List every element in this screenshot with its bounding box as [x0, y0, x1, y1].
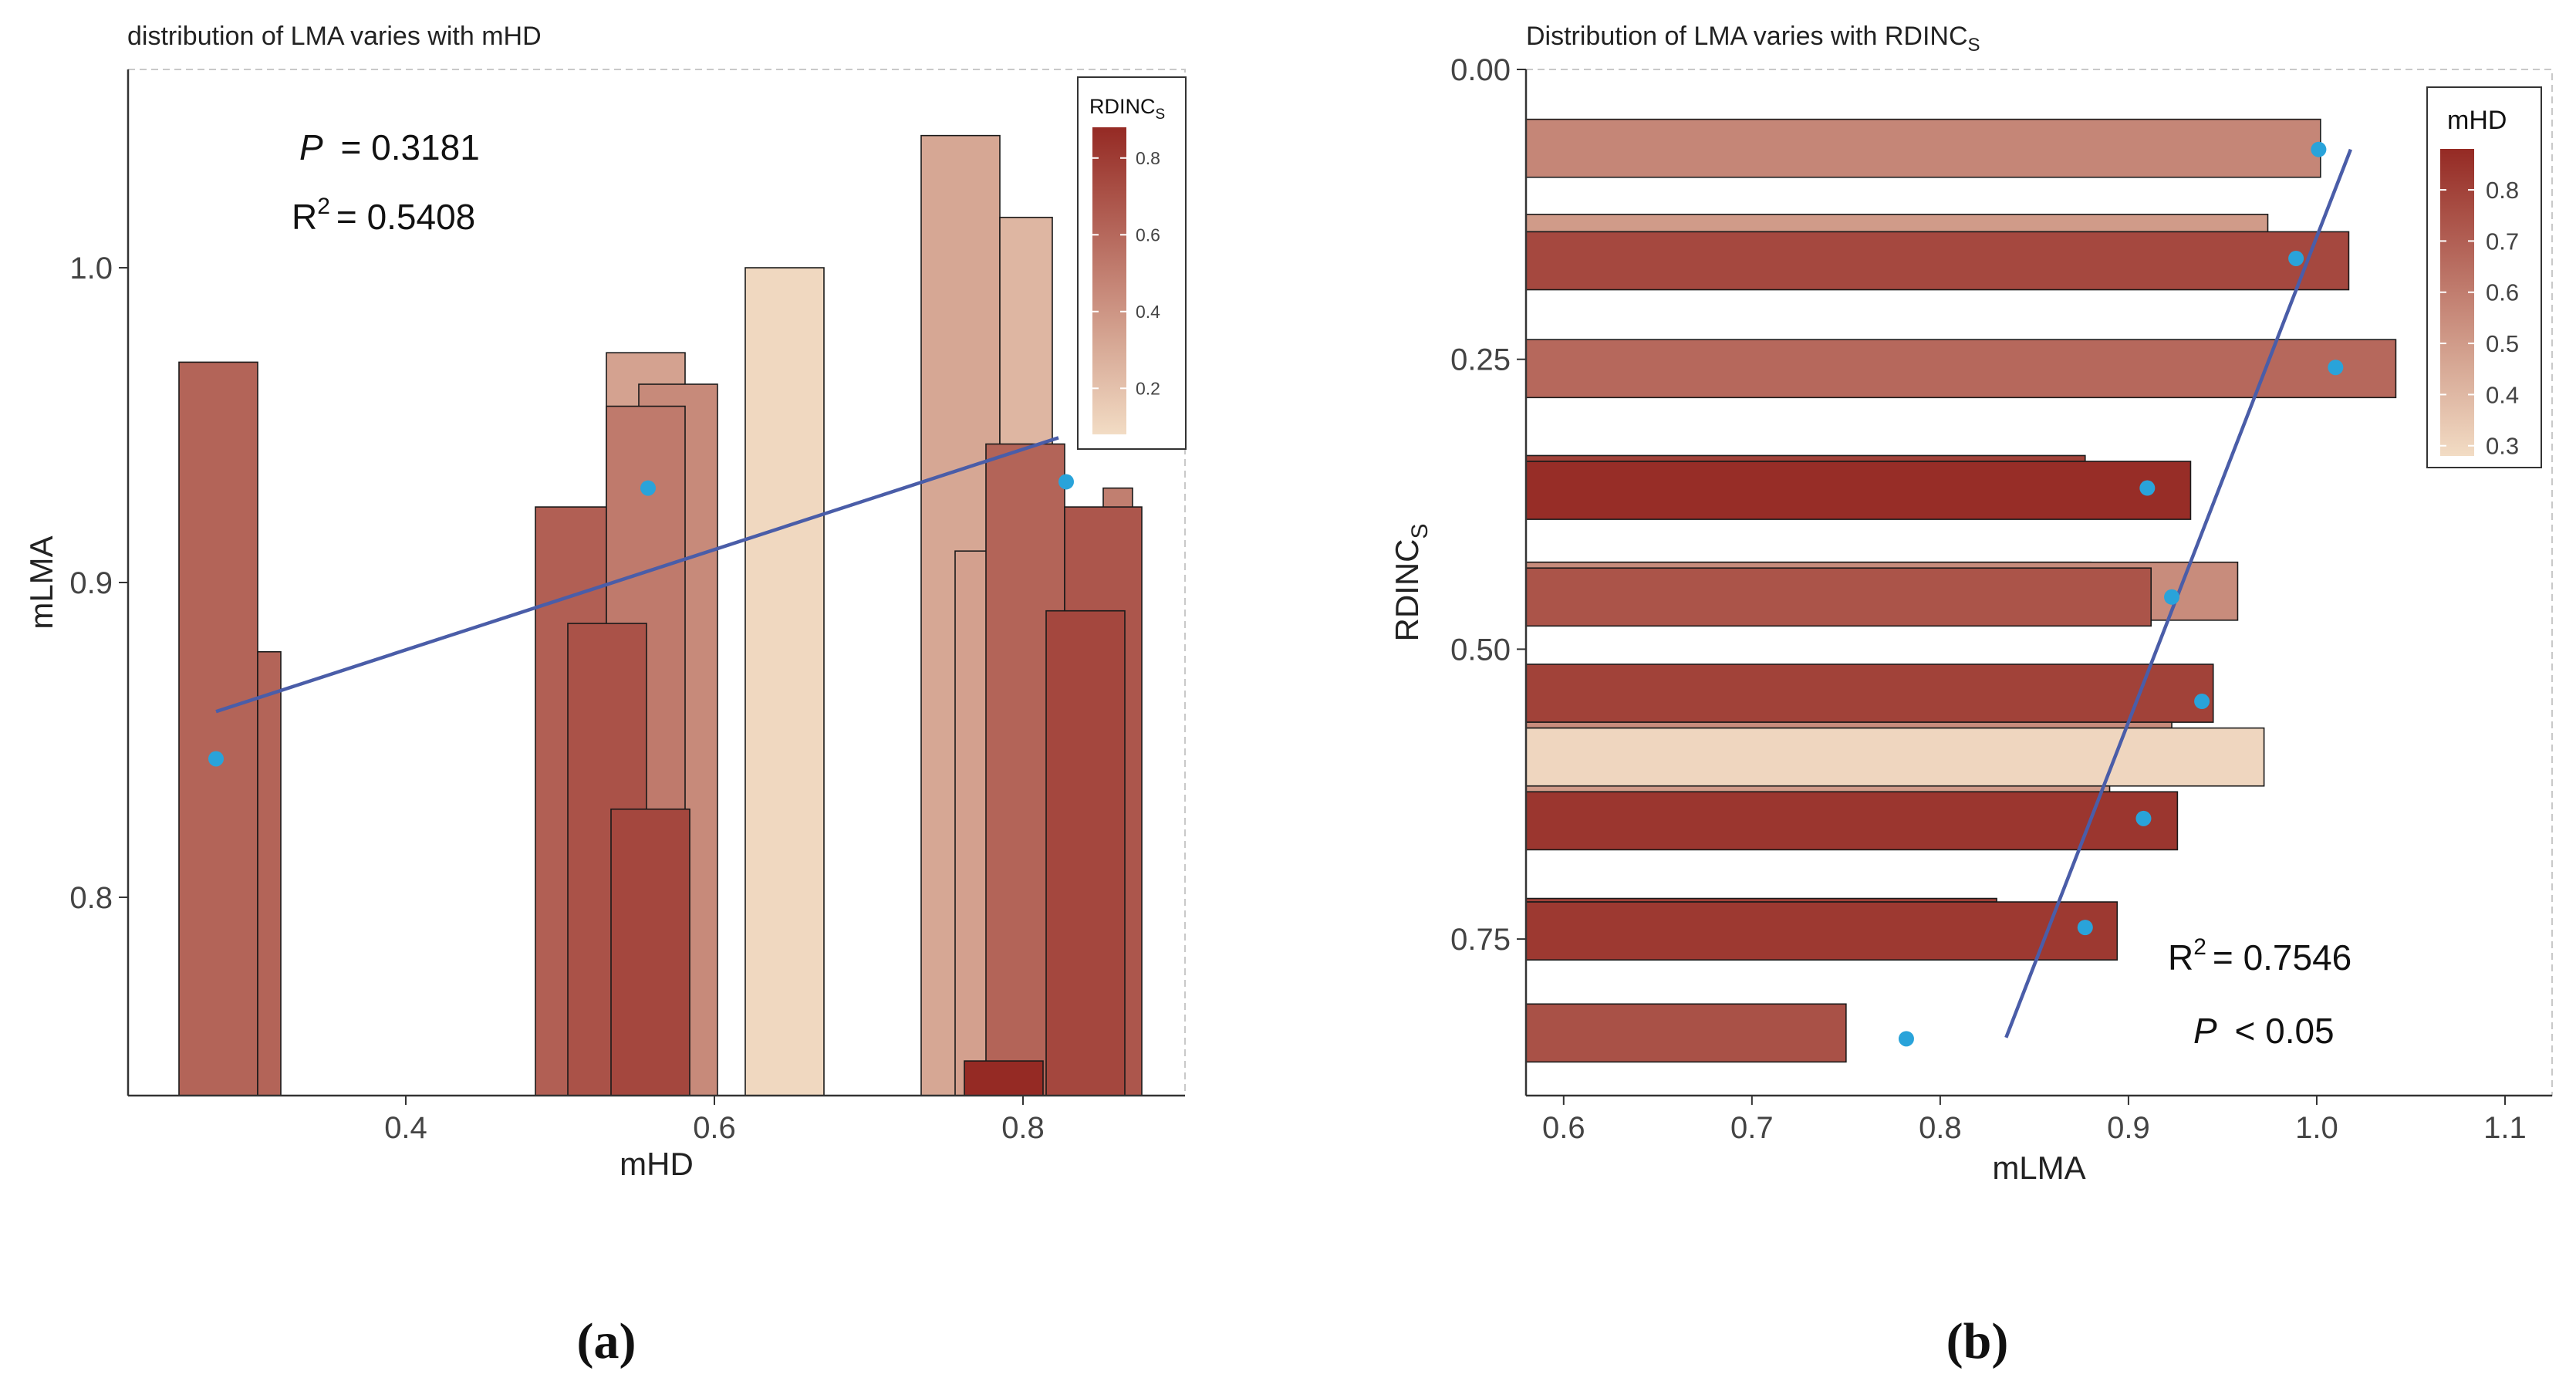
- panel-a-p-value: P = 0.3181: [299, 127, 480, 167]
- panel-b-legend-title: mHD: [2447, 106, 2507, 135]
- panel-a-y-axis-label: mLMA: [23, 535, 59, 629]
- panel-b-point-2: [2328, 360, 2344, 376]
- panel-a-y-tick-label-0: 0.8: [69, 881, 113, 915]
- panel-b-legend-tick-label-3: 0.5: [2486, 330, 2519, 357]
- panel-b-p-text: < 0.05: [2234, 1011, 2334, 1051]
- panel-b-x-tick-label-2: 0.8: [1919, 1111, 1962, 1145]
- panel-b-bar-5: [1525, 461, 2192, 520]
- panel-a-x-tick-label-1: 0.6: [693, 1111, 736, 1145]
- panel-b-x-tick-label-4: 1.0: [2295, 1111, 2338, 1145]
- panel-b-point-3: [2139, 480, 2156, 496]
- panel-a-legend-tick-label-2: 0.4: [1136, 302, 1160, 322]
- panel-a-fit: [215, 436, 1059, 714]
- panel-a: distribution of LMA varies with mHD 0.4 0…: [23, 22, 1187, 1369]
- panel-a-r2-text: = 0.5408: [336, 197, 475, 237]
- panel-b-bar-0: [1525, 118, 2321, 178]
- panel-a-p-symbol: P: [299, 127, 323, 167]
- panel-b-point-4: [2164, 589, 2180, 605]
- panel-b-legend-tick-label-4: 0.4: [2486, 381, 2519, 408]
- panel-b-point-5: [2194, 694, 2210, 710]
- panel-b-p-value: P < 0.05: [2193, 1011, 2335, 1051]
- panel-b-point-7: [2077, 920, 2093, 936]
- panel-b-bar-11: [1525, 727, 2265, 787]
- panel-a-bar-16: [964, 1060, 1044, 1096]
- panel-b-legend-tick-label-0: 0.8: [2486, 177, 2519, 204]
- panel-a-legend-colorbar: [1092, 127, 1126, 434]
- panel-b-r2-value: R2 = 0.7546: [2168, 934, 2351, 978]
- panel-b-x-axis-label: mLMA: [1992, 1150, 2085, 1186]
- panel-a-x-tick-label-2: 0.8: [1001, 1111, 1045, 1145]
- panel-a-label: (a): [577, 1313, 636, 1369]
- panel-a-legend-tick-label-3: 0.2: [1136, 378, 1160, 398]
- panel-a-title: distribution of LMA varies with mHD: [127, 22, 542, 51]
- panel-b: Distribution of LMA varies with RDINCS 0…: [1389, 22, 2553, 1369]
- panel-a-point-2: [1058, 474, 1074, 490]
- panel-b-x-tick-label-1: 0.7: [1730, 1111, 1774, 1145]
- panel-b-y-tick-label-2: 0.50: [1450, 633, 1511, 667]
- panel-a-bar-0: [178, 361, 258, 1096]
- panel-a-point-1: [640, 480, 656, 496]
- panel-b-y-tick-label-0: 0.00: [1450, 53, 1511, 87]
- panel-b-bar-15: [1525, 901, 2119, 961]
- panel-b-legend-tick-label-2: 0.6: [2486, 279, 2519, 306]
- panel-b-legend-tick-label-1: 0.7: [2486, 228, 2519, 255]
- panel-a-legend: RDINCS 0.8 0.6 0.4 0.2: [1077, 76, 1187, 450]
- panel-b-point-0: [2311, 141, 2327, 157]
- panel-a-bar-7: [610, 808, 690, 1096]
- panel-b-legend-tick-label-5: 0.3: [2486, 433, 2519, 460]
- panel-b-r2-text: = 0.7546: [2213, 937, 2351, 978]
- panel-b-x-tick-label-3: 0.9: [2107, 1111, 2150, 1145]
- panel-b-point-6: [2135, 810, 2152, 826]
- panel-a-x-ticks: 0.4 0.6 0.8: [384, 1096, 1045, 1145]
- panel-a-y-tick-label-2: 1.0: [69, 252, 113, 285]
- panel-b-bar-3: [1525, 339, 2397, 399]
- panel-b-bar-2: [1525, 231, 2350, 291]
- panel-b-p-symbol: P: [2193, 1011, 2217, 1051]
- panel-b-points: [1898, 141, 2344, 1047]
- panel-a-y-tick-label-1: 0.9: [69, 566, 113, 600]
- panel-b-label: (b): [1946, 1313, 2009, 1369]
- panel-b-point-1: [2288, 250, 2304, 266]
- panel-b-y-ticks: 0.00 0.25 0.50 0.75: [1450, 53, 1526, 957]
- panel-b-bar-10: [1525, 721, 2173, 729]
- panel-a-r2-value: R2 = 0.5408: [292, 194, 475, 237]
- panel-b-x-ticks: 0.6 0.7 0.8 0.9 1.0 1.1: [1542, 1096, 2527, 1145]
- panel-b-legend-ticks: 0.8 0.7 0.6 0.5 0.4 0.3: [2440, 177, 2519, 460]
- panel-b-bar-1: [1525, 214, 2269, 233]
- panel-a-x-axis-label: mHD: [620, 1146, 694, 1182]
- panel-a-bar-15: [1045, 610, 1126, 1096]
- panel-a-point-0: [208, 751, 224, 767]
- panel-a-fit-line: [215, 436, 1059, 714]
- panel-a-legend-tick-label-1: 0.6: [1136, 225, 1160, 245]
- panel-a-legend-tick-label-0: 0.8: [1136, 148, 1160, 168]
- panel-b-bar-4: [1525, 454, 2086, 462]
- panel-b-bars: [1525, 118, 2397, 1063]
- panel-b-bar-9: [1525, 664, 2214, 723]
- panel-a-legend-title: RDINCS: [1089, 95, 1165, 123]
- panel-a-p-text: = 0.3181: [340, 127, 479, 167]
- panel-b-bar-12: [1525, 785, 2111, 793]
- panel-b-y-tick-label-3: 0.75: [1450, 923, 1511, 957]
- panel-a-legend-ticks: 0.8 0.6 0.4 0.2: [1092, 148, 1160, 398]
- panel-a-bars: [178, 134, 1143, 1096]
- panel-a-x-tick-label-0: 0.4: [384, 1111, 427, 1145]
- panel-a-bar-1: [257, 650, 282, 1096]
- panel-b-x-tick-label-0: 0.6: [1542, 1111, 1585, 1145]
- panel-a-bar-8: [744, 267, 825, 1096]
- panel-b-x-tick-label-5: 1.1: [2483, 1111, 2527, 1145]
- panel-a-points: [208, 474, 1074, 767]
- panel-b-bar-16: [1525, 1003, 1847, 1063]
- panel-b-bar-13: [1525, 791, 2179, 851]
- panel-b-point-8: [1898, 1031, 1914, 1047]
- panel-a-y-ticks: 0.8 0.9 1.0: [69, 252, 128, 915]
- panel-b-legend: mHD 0.8 0.7 0.6 0.5 0.4 0.3: [2426, 86, 2542, 468]
- panel-b-bar-8: [1525, 567, 2152, 627]
- panel-b-title: Distribution of LMA varies with RDINCS: [1526, 22, 1980, 56]
- panel-b-y-axis-label: RDINCS: [1389, 523, 1433, 641]
- panel-b-legend-colorbar: [2440, 149, 2474, 456]
- panel-b-y-tick-label-1: 0.25: [1450, 343, 1511, 377]
